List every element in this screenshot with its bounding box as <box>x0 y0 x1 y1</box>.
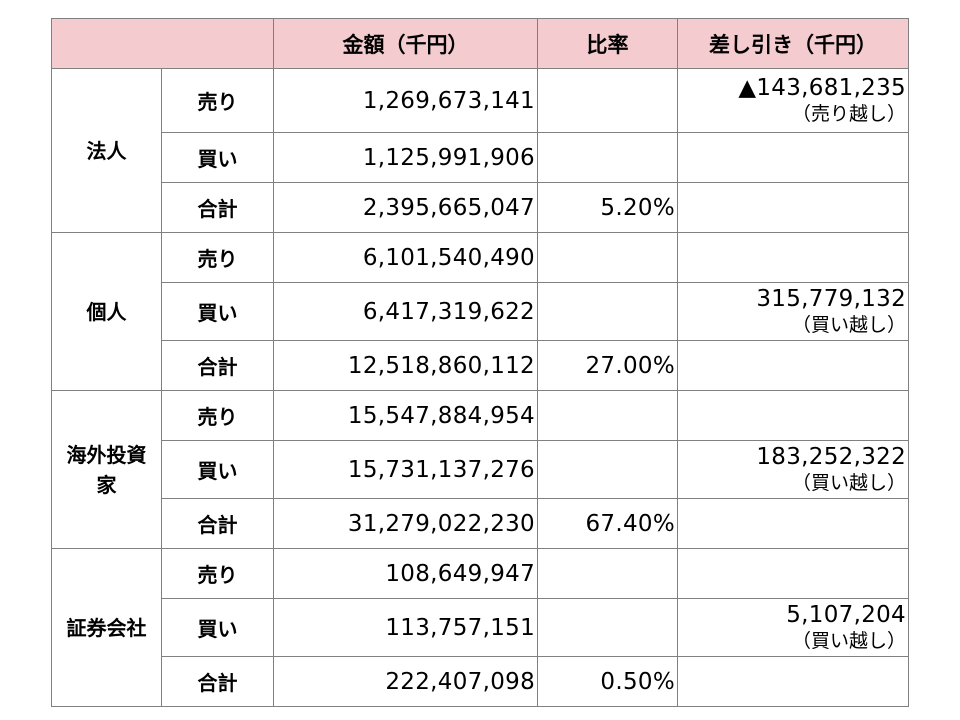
ratio-cell <box>537 390 678 441</box>
row-type-label: 合計 <box>161 498 274 549</box>
amount-cell: 1,125,991,906 <box>273 132 538 183</box>
row-type-label: 買い <box>161 282 274 341</box>
difference-cell <box>677 132 909 183</box>
difference-cell: 183,252,322 （買い越し） <box>677 440 909 499</box>
table-row: 合計 2,395,665,047 5.20% <box>52 182 909 233</box>
row-type-label: 売り <box>161 390 274 441</box>
header-amount: 金額（千円） <box>273 18 538 69</box>
row-type-label: 合計 <box>161 182 274 233</box>
table-row: 買い 1,125,991,906 <box>52 132 909 183</box>
table-row: 海外投資家 売り 15,547,884,954 <box>51 390 909 549</box>
difference-cell <box>677 498 909 549</box>
ratio-cell: 67.40% <box>537 498 678 549</box>
header-row: 金額（千円） 比率 差し引き（千円） <box>51 18 909 69</box>
row-type-label: 合計 <box>161 656 274 707</box>
ratio-cell: 0.50% <box>537 656 678 707</box>
difference-value: 5,107,204 <box>786 601 906 628</box>
row-type-label: 合計 <box>161 340 274 391</box>
amount-cell: 108,649,947 <box>273 548 538 599</box>
difference-cell <box>677 340 909 391</box>
difference-value: 183,252,322 <box>756 443 906 470</box>
table-row: 買い 15,731,137,276 183,252,322 （買い越し） <box>52 440 909 499</box>
table-row: 証券会社 売り 108,649,947 <box>51 548 909 707</box>
amount-cell: 6,101,540,490 <box>273 232 538 283</box>
row-type-label: 買い <box>161 132 274 183</box>
group-label: 証券会社 <box>51 548 162 707</box>
header-blank <box>51 18 274 69</box>
difference-cell <box>677 232 909 283</box>
difference-cell <box>677 656 909 707</box>
ratio-cell <box>537 132 678 183</box>
amount-cell: 113,757,151 <box>273 598 538 657</box>
ratio-cell <box>537 598 678 657</box>
difference-note: （売り越し） <box>791 102 906 125</box>
difference-cell <box>677 182 909 233</box>
difference-value: 315,779,132 <box>756 285 906 312</box>
amount-cell: 6,417,319,622 <box>273 282 538 341</box>
amount-cell: 2,395,665,047 <box>273 182 538 233</box>
group-label: 法人 <box>51 68 162 233</box>
difference-note: （買い越し） <box>791 313 906 336</box>
ratio-cell <box>537 548 678 599</box>
header-difference: 差し引き（千円） <box>677 18 909 69</box>
ratio-cell <box>537 440 678 499</box>
amount-cell: 15,547,884,954 <box>273 390 538 441</box>
group-label: 個人 <box>51 232 162 391</box>
table-row: 買い 6,417,319,622 315,779,132 （買い越し） <box>52 282 909 341</box>
ratio-cell <box>537 282 678 341</box>
row-type-label: 売り <box>161 548 274 599</box>
difference-cell: ▲143,681,235 （売り越し） <box>677 68 909 133</box>
ratio-cell: 27.00% <box>537 340 678 391</box>
amount-cell: 31,279,022,230 <box>273 498 538 549</box>
amount-cell: 1,269,673,141 <box>273 68 538 133</box>
table-row: 法人 売り 1,269,673,141 ▲143,681,235 （売り越し） <box>51 68 909 233</box>
table-row: 合計 12,518,860,112 27.00% <box>52 340 909 391</box>
table-row: 個人 売り 6,101,540,490 <box>51 232 909 391</box>
table-row: 合計 31,279,022,230 67.40% <box>52 498 909 549</box>
group-label: 海外投資家 <box>51 390 162 549</box>
table-row: 買い 113,757,151 5,107,204 （買い越し） <box>52 598 909 657</box>
difference-cell <box>677 548 909 599</box>
amount-cell: 222,407,098 <box>273 656 538 707</box>
row-type-label: 売り <box>161 68 274 133</box>
ratio-cell: 5.20% <box>537 182 678 233</box>
difference-note: （買い越し） <box>791 629 906 652</box>
ratio-cell <box>537 232 678 283</box>
row-type-label: 売り <box>161 232 274 283</box>
row-type-label: 買い <box>161 598 274 657</box>
header-ratio: 比率 <box>537 18 678 69</box>
difference-value: ▲143,681,235 <box>738 74 906 101</box>
ratio-cell <box>537 68 678 133</box>
row-type-label: 買い <box>161 440 274 499</box>
amount-cell: 12,518,860,112 <box>273 340 538 391</box>
amount-cell: 15,731,137,276 <box>273 440 538 499</box>
difference-note: （買い越し） <box>791 471 906 494</box>
table-row: 合計 222,407,098 0.50% <box>52 656 909 707</box>
difference-cell: 315,779,132 （買い越し） <box>677 282 909 341</box>
difference-cell: 5,107,204 （買い越し） <box>677 598 909 657</box>
trading-summary-table: 金額（千円） 比率 差し引き（千円） 法人 売り 1,269,673,141 ▲143… <box>51 18 909 707</box>
difference-cell <box>677 390 909 441</box>
